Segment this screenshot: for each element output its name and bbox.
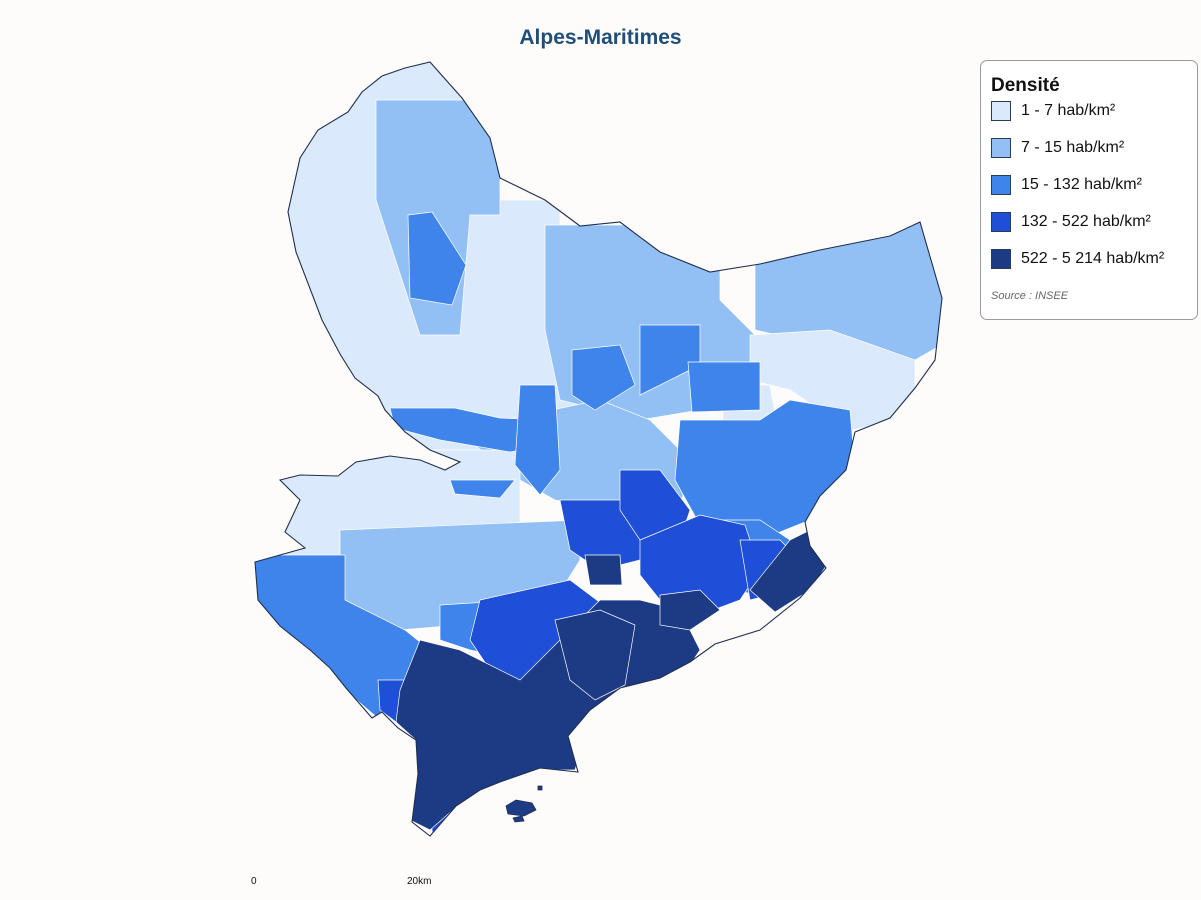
legend-label: 15 - 132 hab/km²	[1021, 176, 1142, 193]
department-outline	[254, 61, 943, 837]
legend-swatch	[991, 138, 1011, 158]
legend-label: 1 - 7 hab/km²	[1021, 102, 1116, 119]
legend-label: 7 - 15 hab/km²	[1021, 139, 1125, 156]
commune-region	[687, 361, 761, 413]
map-title: Alpes-Maritimes	[519, 26, 682, 49]
island-small	[512, 815, 525, 823]
legend-swatch	[991, 249, 1011, 269]
commune-region	[659, 589, 721, 631]
scale-start-label: 0	[251, 876, 257, 887]
density-regions	[255, 62, 942, 833]
legend: Densité 1 - 7 hab/km² 7 - 15 hab/km² 15 …	[980, 60, 1198, 320]
legend-title: Densité	[991, 75, 1060, 96]
legend-swatch	[991, 101, 1011, 121]
scale-end-label: 20km	[407, 876, 432, 887]
commune-region	[639, 514, 761, 616]
legend-source: Source : INSEE	[991, 290, 1069, 302]
commune-region	[449, 479, 516, 499]
island-large	[505, 799, 537, 817]
legend-label: 522 - 5 214 hab/km²	[1021, 250, 1165, 267]
commune-region	[554, 609, 636, 701]
commune-region	[514, 384, 561, 496]
commune-region	[407, 211, 467, 306]
legend-swatch	[991, 175, 1011, 195]
legend-label: 132 - 522 hab/km²	[1021, 213, 1151, 230]
island-islet	[537, 785, 543, 791]
commune-region	[571, 344, 636, 411]
commune-region	[584, 554, 623, 586]
legend-swatch	[991, 212, 1011, 232]
